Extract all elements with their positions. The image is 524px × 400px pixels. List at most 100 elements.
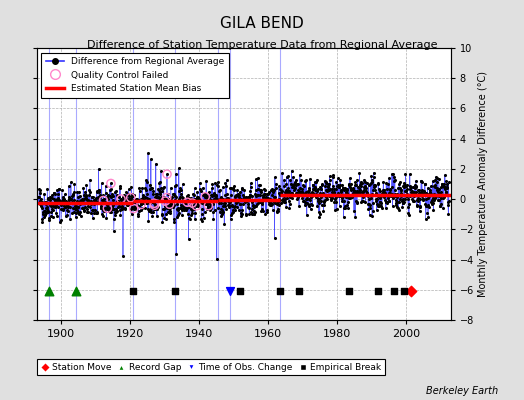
Point xyxy=(175,188,183,194)
Text: Berkeley Earth: Berkeley Earth xyxy=(425,386,498,396)
Point xyxy=(56,197,64,204)
Point xyxy=(308,182,316,188)
Point xyxy=(211,207,219,214)
Point xyxy=(272,200,281,206)
Point xyxy=(368,212,376,219)
Point xyxy=(106,193,114,199)
Point xyxy=(203,206,212,212)
Point xyxy=(378,187,387,193)
Point xyxy=(66,204,74,210)
Point xyxy=(400,288,408,294)
Point xyxy=(92,209,100,216)
Point xyxy=(345,195,354,201)
Point xyxy=(347,192,356,199)
Point xyxy=(50,189,58,196)
Point xyxy=(172,171,180,178)
Point xyxy=(134,213,143,220)
Point xyxy=(245,211,254,217)
Point xyxy=(116,204,125,210)
Point xyxy=(93,198,102,204)
Point xyxy=(259,191,268,198)
Point xyxy=(389,178,398,184)
Point xyxy=(427,191,435,197)
Point xyxy=(266,201,274,208)
Point xyxy=(205,201,214,207)
Point xyxy=(51,204,59,210)
Point xyxy=(171,196,179,203)
Point xyxy=(42,199,50,206)
Point xyxy=(210,190,218,196)
Point xyxy=(102,183,110,189)
Point xyxy=(289,192,298,198)
Point xyxy=(428,200,436,207)
Point xyxy=(55,196,63,203)
Point xyxy=(372,192,380,198)
Point xyxy=(165,196,173,202)
Point xyxy=(405,201,413,207)
Point xyxy=(263,191,271,197)
Point xyxy=(137,201,145,208)
Point xyxy=(105,186,114,193)
Point xyxy=(419,197,427,204)
Point xyxy=(188,200,196,206)
Point xyxy=(293,189,301,196)
Point xyxy=(156,196,164,202)
Point xyxy=(69,189,78,196)
Point xyxy=(211,196,220,202)
Point xyxy=(342,187,351,194)
Point xyxy=(196,188,205,194)
Point xyxy=(212,192,220,198)
Point xyxy=(381,197,389,204)
Point xyxy=(306,176,314,182)
Point xyxy=(38,199,46,205)
Point xyxy=(315,209,323,215)
Point xyxy=(413,197,421,203)
Point xyxy=(371,183,379,189)
Point xyxy=(404,210,412,216)
Point xyxy=(271,200,280,206)
Point xyxy=(433,187,441,194)
Point xyxy=(265,199,273,206)
Point xyxy=(124,191,132,197)
Point xyxy=(139,191,147,198)
Point xyxy=(39,200,48,206)
Point xyxy=(269,189,278,196)
Point xyxy=(49,196,58,202)
Point xyxy=(349,190,357,197)
Point xyxy=(441,192,450,198)
Point xyxy=(245,192,254,198)
Point xyxy=(366,180,375,186)
Point xyxy=(422,202,430,209)
Point xyxy=(167,194,175,201)
Point xyxy=(127,194,135,201)
Point xyxy=(348,192,356,198)
Point xyxy=(259,196,268,202)
Point xyxy=(285,188,293,195)
Point xyxy=(91,200,99,206)
Point xyxy=(288,190,296,196)
Point xyxy=(329,183,337,189)
Point xyxy=(298,186,306,192)
Point xyxy=(381,191,389,197)
Point xyxy=(408,189,416,196)
Point xyxy=(59,194,68,200)
Point xyxy=(84,203,92,209)
Point xyxy=(47,209,56,216)
Point xyxy=(62,199,71,206)
Point xyxy=(74,209,83,215)
Point xyxy=(163,201,172,208)
Point xyxy=(402,193,410,200)
Point xyxy=(176,187,184,193)
Point xyxy=(249,210,258,217)
Point xyxy=(346,175,354,181)
Point xyxy=(171,182,179,189)
Point xyxy=(104,208,113,214)
Point xyxy=(355,188,363,194)
Point xyxy=(149,188,157,194)
Text: Difference of Station Temperature Data from Regional Average: Difference of Station Temperature Data f… xyxy=(87,40,437,50)
Point xyxy=(77,199,85,205)
Point xyxy=(112,209,121,215)
Point xyxy=(399,183,408,189)
Point xyxy=(423,210,431,216)
Point xyxy=(276,186,285,192)
